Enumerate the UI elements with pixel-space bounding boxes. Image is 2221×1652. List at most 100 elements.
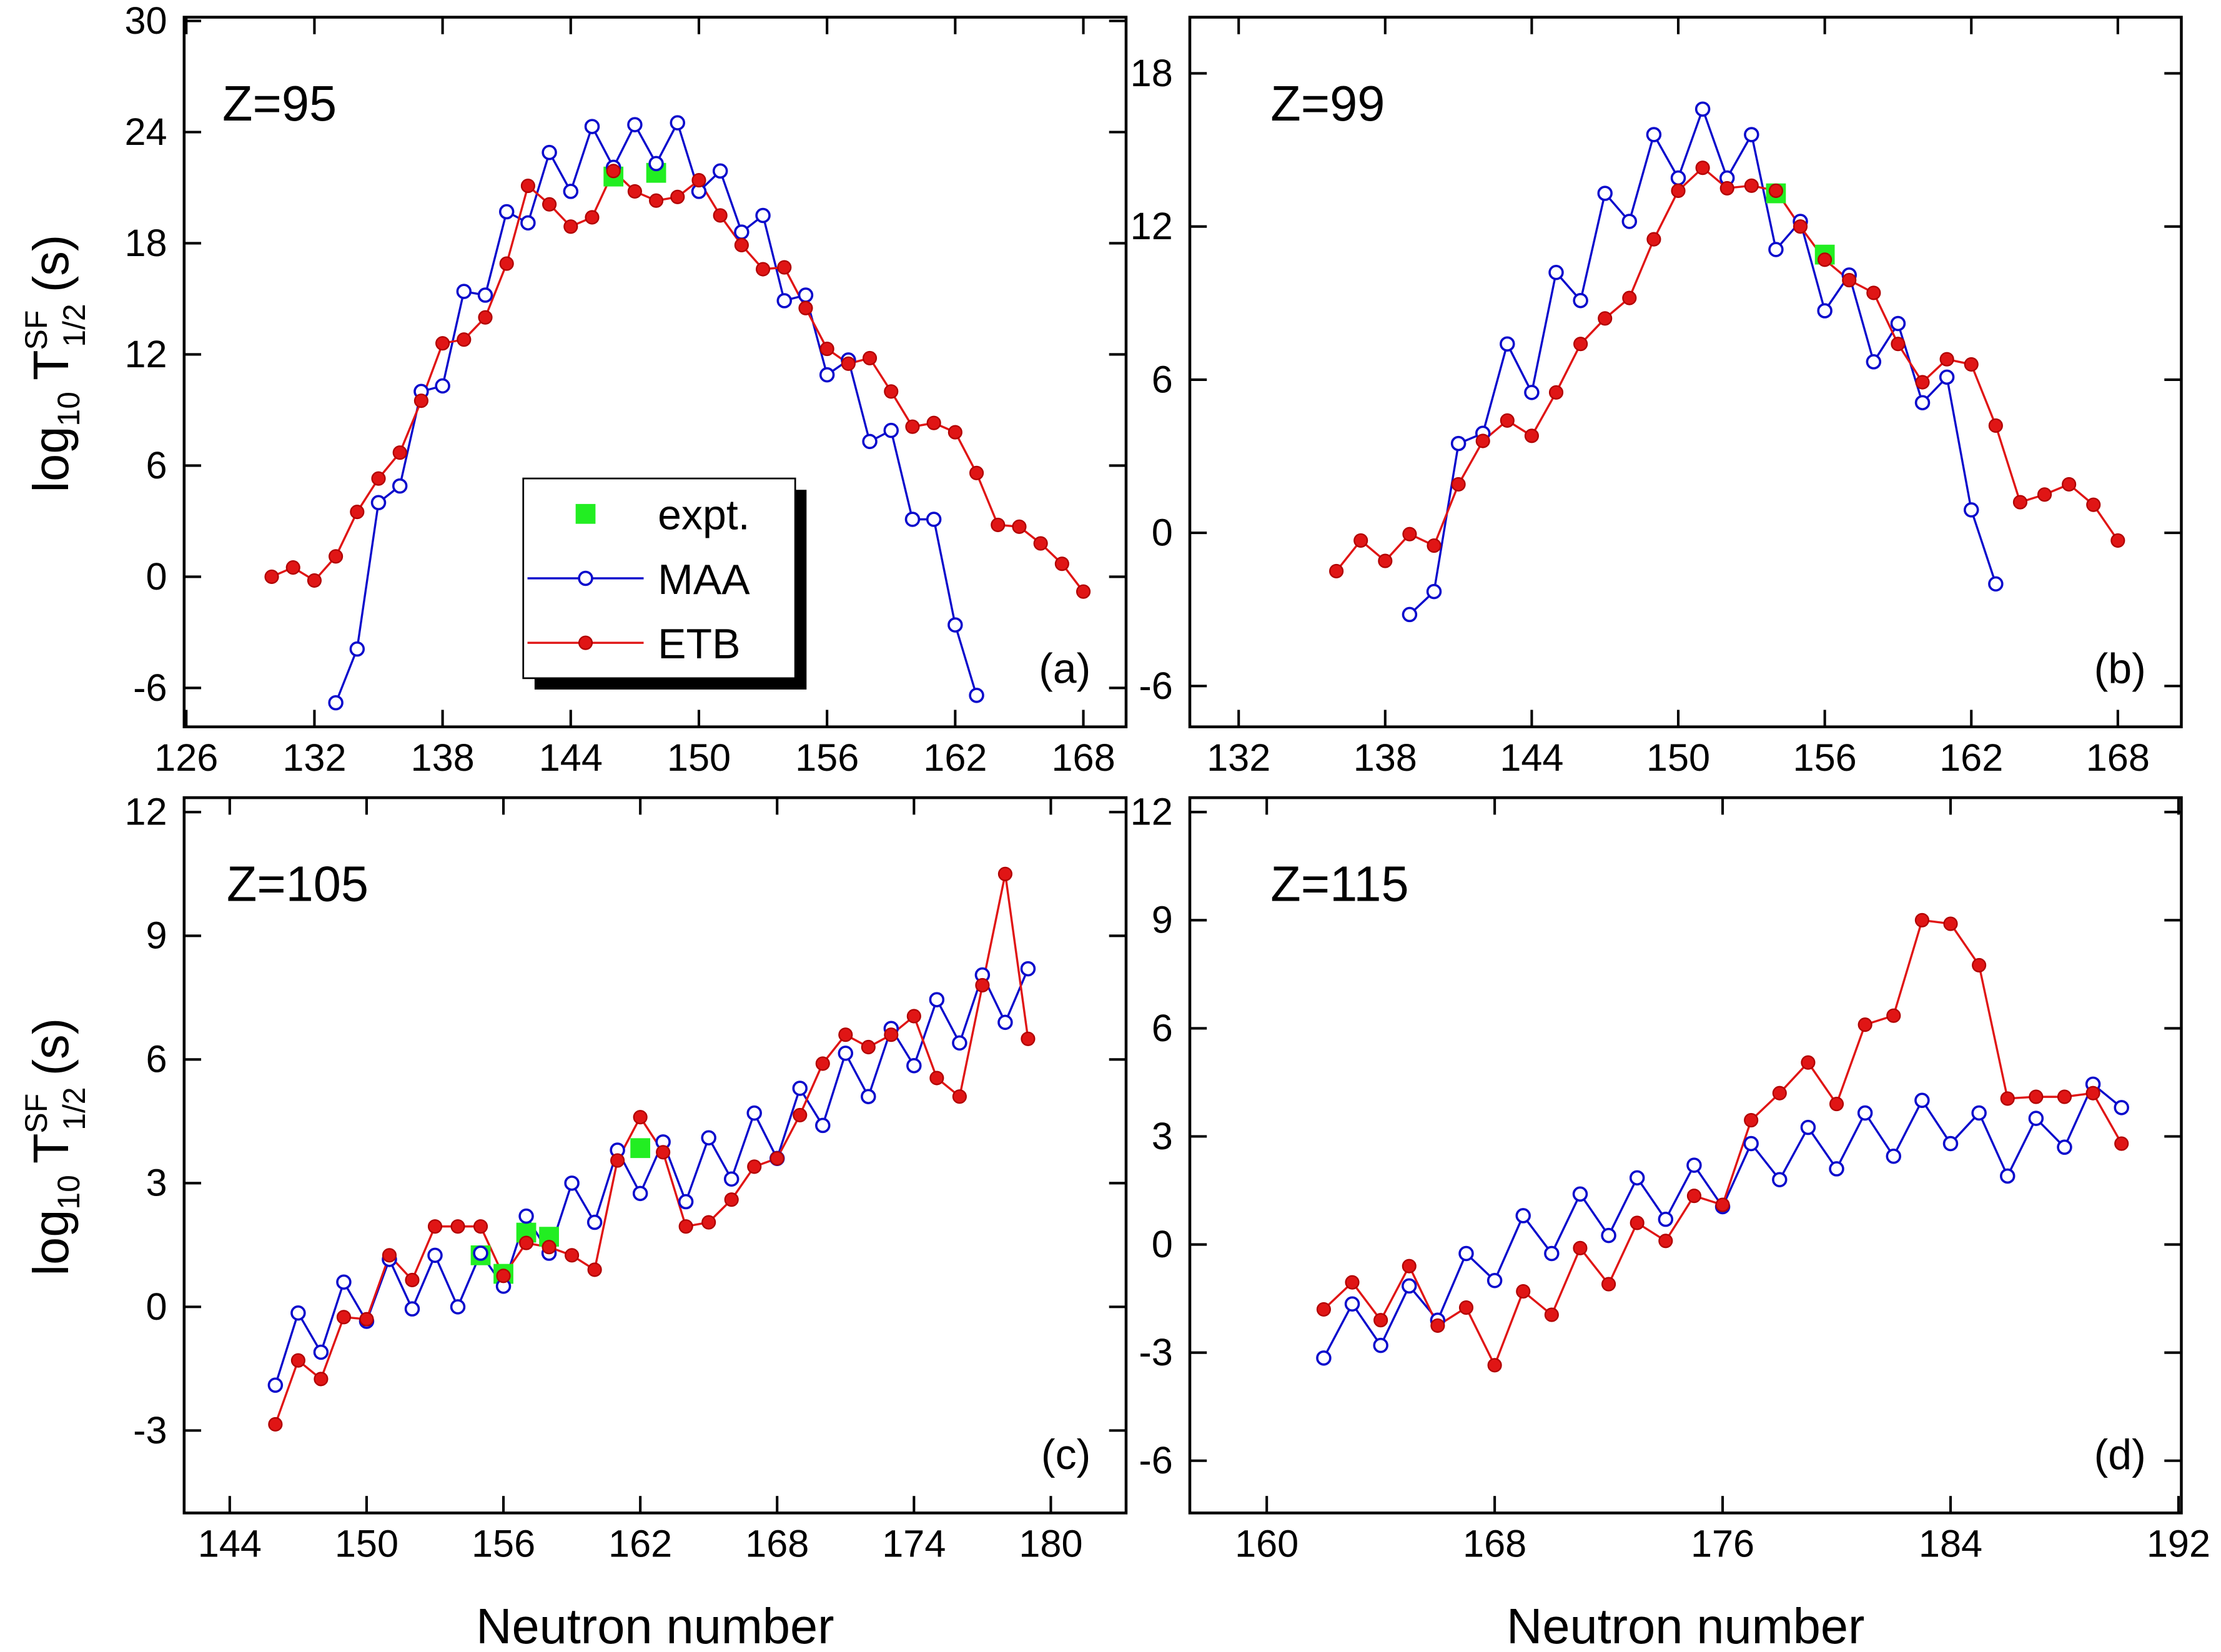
open-circle-marker xyxy=(427,1247,443,1264)
filled-circle-marker xyxy=(371,471,386,486)
filled-circle-marker xyxy=(1772,1086,1787,1101)
y-tick-label: 0 xyxy=(1152,1223,1173,1265)
x-tick-label: 156 xyxy=(795,736,859,779)
filled-circle-marker xyxy=(1329,563,1344,579)
filled-circle-marker xyxy=(1793,219,1808,234)
filled-circle-marker xyxy=(565,1248,580,1263)
filled-circle-marker xyxy=(2000,1091,2015,1106)
filled-circle-marker xyxy=(2062,477,2077,492)
y-tick-label: 12 xyxy=(1130,791,1173,833)
filled-circle-marker xyxy=(756,262,771,277)
x-tick-label: 144 xyxy=(198,1523,262,1565)
filled-circle-marker xyxy=(1012,519,1027,534)
open-circle-marker xyxy=(1800,1119,1816,1135)
open-circle-marker xyxy=(1373,1337,1388,1353)
x-tick-label: 156 xyxy=(472,1523,535,1565)
panel-label: (d) xyxy=(2094,1431,2146,1478)
open-circle-marker xyxy=(473,1245,488,1261)
x-tick-label: 184 xyxy=(1919,1523,1982,1565)
open-circle-marker xyxy=(1458,1245,1474,1262)
y-tick-label: 30 xyxy=(124,0,167,42)
filled-circle-marker xyxy=(1516,1284,1531,1299)
filled-circle-marker xyxy=(838,1027,853,1042)
filled-circle-marker xyxy=(1054,556,1069,571)
filled-circle-marker xyxy=(769,1151,784,1166)
filled-circle-marker xyxy=(997,866,1012,881)
open-circle-marker xyxy=(349,641,365,657)
open-circle-marker xyxy=(819,367,835,383)
filled-circle-marker xyxy=(656,1145,671,1160)
panel: 132 138 144 150 156 162 168 -6 0 6 12 18 Z=99 (b) xyxy=(1130,16,2183,779)
filled-circle-marker xyxy=(929,1071,944,1086)
filled-circle-marker xyxy=(991,517,1006,532)
open-circle-marker xyxy=(815,1117,831,1134)
panel-annotation: Z=95 xyxy=(222,76,337,131)
open-circle-marker xyxy=(328,695,344,711)
filled-circle-marker xyxy=(1915,375,1930,390)
open-circle-marker xyxy=(2028,1110,2044,1126)
filled-circle-marker xyxy=(1695,161,1710,176)
plot-area xyxy=(1329,101,2125,623)
open-circle-marker xyxy=(632,1185,648,1202)
filled-circle-marker xyxy=(427,1219,443,1234)
filled-circle-marker xyxy=(392,445,407,460)
open-circle-marker xyxy=(313,1344,329,1360)
y-title-log-sub: 10 xyxy=(51,1175,86,1209)
open-circle-marker xyxy=(1426,583,1442,600)
x-tick-label: 144 xyxy=(539,736,603,779)
filled-circle-marker xyxy=(1744,1112,1759,1128)
filled-circle-marker xyxy=(405,1272,420,1288)
x-tick-label: 168 xyxy=(745,1523,809,1565)
open-circle-marker xyxy=(518,1208,534,1224)
filled-circle-marker xyxy=(701,1215,716,1230)
filled-circle-marker xyxy=(2110,533,2125,548)
filled-circle-marker xyxy=(382,1248,397,1263)
x-tick-label: 150 xyxy=(335,1523,398,1565)
open-circle-marker xyxy=(1744,127,1759,142)
plot-area xyxy=(267,866,1036,1432)
filled-circle-marker xyxy=(1500,413,1515,428)
x-tick-label: 138 xyxy=(1353,736,1417,779)
filled-circle-marker xyxy=(314,1372,329,1387)
filled-circle-marker xyxy=(435,336,450,351)
y-title-sup: SF xyxy=(19,1094,54,1134)
open-circle-marker xyxy=(1486,1273,1503,1288)
filled-circle-marker xyxy=(563,219,578,234)
filled-circle-marker xyxy=(1033,536,1048,551)
open-circle-marker xyxy=(1316,1350,1332,1366)
x-tick-label: 162 xyxy=(608,1523,672,1565)
y-tick-label: 9 xyxy=(1152,899,1173,941)
open-circle-marker xyxy=(520,215,536,231)
y-tick-label: -6 xyxy=(133,666,167,709)
x-tick-label: 162 xyxy=(923,736,987,779)
filled-circle-marker xyxy=(1475,433,1490,448)
open-circle-marker xyxy=(392,478,408,494)
y-tick-label: -3 xyxy=(133,1409,167,1452)
filled-circle-marker xyxy=(350,505,365,520)
open-circle-marker xyxy=(1646,127,1662,142)
filled-circle-marker xyxy=(947,425,962,440)
panel: 160 168 176 184 192 -6 -3 0 3 6 9 12 Z=115 (d) Neutron… xyxy=(1130,791,2210,1652)
filled-circle-marker xyxy=(1914,913,1929,927)
filled-circle-marker xyxy=(1768,183,1783,199)
filled-circle-marker xyxy=(336,1310,352,1325)
open-circle-marker xyxy=(336,1274,352,1290)
filled-circle-marker xyxy=(542,197,557,212)
open-circle-marker xyxy=(1402,1278,1417,1294)
filled-circle-marker xyxy=(1818,252,1833,267)
open-circle-marker xyxy=(563,184,579,199)
open-circle-marker xyxy=(1857,1105,1873,1121)
filled-circle-marker xyxy=(499,256,514,271)
x-tick-label: 180 xyxy=(1019,1523,1082,1565)
open-circle-marker xyxy=(564,1175,580,1191)
filled-circle-marker xyxy=(1943,916,1958,931)
open-circle-marker xyxy=(1500,336,1515,352)
y-title-unit: (s) xyxy=(23,1018,79,1076)
filled-circle-marker xyxy=(1622,290,1637,305)
filled-circle-marker xyxy=(2085,1086,2100,1101)
open-circle-marker xyxy=(1573,292,1588,309)
series-line xyxy=(274,873,1029,1425)
filled-circle-marker xyxy=(861,1039,876,1055)
filled-circle-marker xyxy=(520,178,535,194)
